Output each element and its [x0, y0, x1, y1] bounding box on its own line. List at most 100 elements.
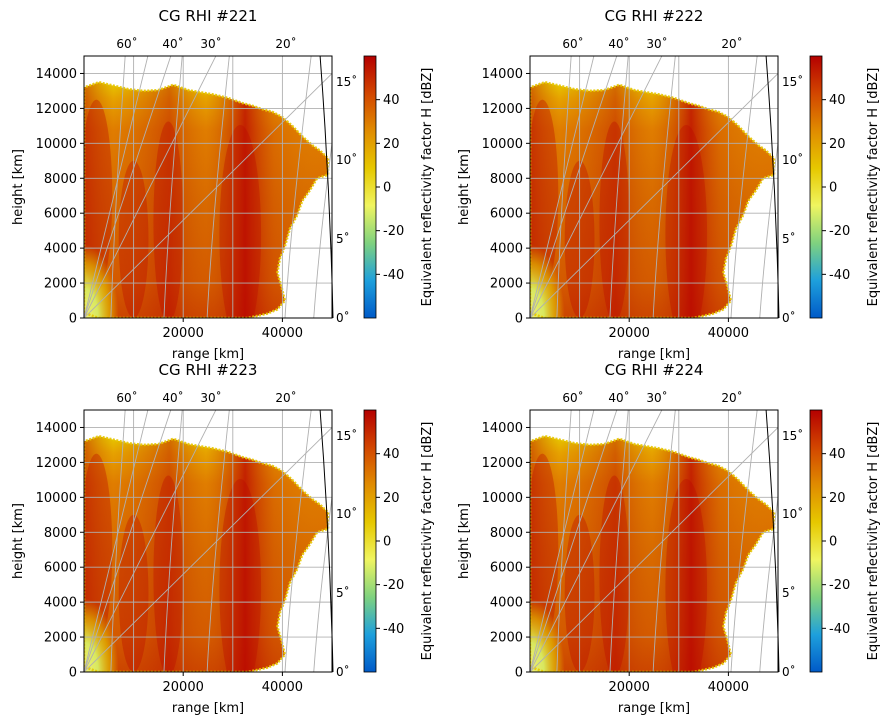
x-tick-label: 20000: [609, 326, 650, 341]
azimuth-label: 60˚: [562, 36, 583, 51]
colorbar: [363, 55, 377, 319]
x-axis-label: range [km]: [172, 347, 244, 362]
azimuth-label: 20˚: [275, 36, 296, 51]
colorbar-tick-label: -40: [383, 268, 404, 283]
colorbar-tick-label: 40: [829, 447, 846, 462]
azimuth-arc: [652, 410, 676, 672]
azimuth-arc: [206, 410, 230, 672]
grid-lines: [84, 410, 332, 672]
y-tick-label: 2000: [490, 277, 523, 292]
y-tick-label: 0: [515, 312, 523, 327]
y-tick-label: 12000: [36, 456, 77, 471]
azimuth-arc: [206, 56, 230, 318]
azimuth-label: 20˚: [721, 390, 742, 405]
x-tick-label: 40000: [262, 680, 303, 695]
azimuth-label: 60˚: [116, 36, 137, 51]
y-tick-label: 12000: [482, 102, 523, 117]
y-tick-label: 14000: [36, 421, 77, 436]
y-tick-label: 0: [515, 666, 523, 681]
elevation-label: 0˚: [336, 664, 350, 679]
elevation-label: 5˚: [782, 585, 796, 600]
echo-core: [530, 82, 774, 318]
azimuth-label: 20˚: [721, 36, 742, 51]
elevation-ray: [530, 56, 663, 318]
echo-cell: [599, 475, 630, 672]
colorbar: [363, 409, 377, 673]
azimuth-arc: [730, 410, 758, 672]
colorbar-tick-label: 40: [829, 93, 846, 108]
elevation-label: 10˚: [336, 152, 357, 167]
x-tick-label: 20000: [163, 326, 204, 341]
azimuth-label: 40˚: [608, 36, 629, 51]
y-tick-label: 14000: [36, 67, 77, 82]
azimuth-arc: [730, 56, 758, 318]
azimuth-arc: [609, 410, 629, 672]
y-tick-label: 0: [69, 312, 77, 327]
elevation-label: 15˚: [782, 74, 803, 89]
colorbar-tick-label: 40: [383, 93, 400, 108]
y-tick-label: 0: [69, 666, 77, 681]
elevation-ray: [530, 410, 595, 672]
elevation-label: 0˚: [782, 664, 796, 679]
colorbar-label: Equivalent reflectivity factor H [dBZ]: [866, 422, 881, 661]
echo-edge: [530, 80, 776, 318]
y-tick-label: 14000: [482, 421, 523, 436]
y-tick-label: 6000: [490, 207, 523, 222]
rhi-panel: CG RHI #221 0 2000 4000 6000 8000 10000 12000 14…: [11, 7, 435, 362]
elevation-label: 15˚: [782, 428, 803, 443]
chart-title: CG RHI #223: [159, 361, 258, 379]
elevation-label: 0˚: [336, 310, 350, 325]
echo-cell: [84, 99, 113, 292]
elevation-label: 15˚: [336, 428, 357, 443]
echo-cell: [84, 453, 113, 646]
y-tick-label: 2000: [44, 277, 77, 292]
chart-title: CG RHI #221: [159, 7, 258, 25]
y-tick-label: 8000: [490, 526, 523, 541]
azimuth-arc: [110, 56, 126, 318]
y-tick-label: 8000: [44, 172, 77, 187]
y-tick-label: 2000: [490, 631, 523, 646]
y-tick-label: 4000: [490, 242, 523, 257]
colorbar-tick-label: 0: [383, 181, 391, 196]
azimuth-arc: [652, 56, 676, 318]
colorbar-tick-label: 20: [829, 137, 846, 152]
elevation-ray: [530, 410, 663, 672]
echo-edge: [530, 434, 776, 672]
colorbar-tick-label: 0: [829, 181, 837, 196]
azimuth-arc: [759, 139, 778, 318]
colorbar-tick-label: 40: [383, 447, 400, 462]
azimuth-arc: [609, 56, 629, 318]
azimuth-arc: [284, 410, 312, 672]
azimuth-label: 30˚: [200, 390, 221, 405]
colorbar: [809, 55, 823, 319]
x-tick-label: 40000: [708, 326, 749, 341]
x-tick-label: 40000: [262, 326, 303, 341]
y-tick-label: 10000: [36, 491, 77, 506]
azimuth-label: 60˚: [116, 390, 137, 405]
azimuth-arc: [556, 56, 572, 318]
y-tick-label: 4000: [44, 596, 77, 611]
plot-frame: [83, 55, 333, 319]
colorbar-tick-label: -20: [829, 578, 850, 593]
elevation-ray: [84, 56, 217, 318]
colorbar-tick-label: 20: [383, 491, 400, 506]
elevation-ray: [84, 72, 332, 318]
elevation-ray: [530, 56, 595, 318]
rhi-panel: CG RHI #222 0 2000 4000 6000 8000 10000 12000 14…: [457, 7, 881, 362]
y-tick-label: 4000: [490, 596, 523, 611]
rhi-panel: CG RHI #223 0 2000 4000 6000 8000 10000 12000 14…: [11, 361, 435, 716]
y-tick-label: 12000: [482, 456, 523, 471]
azimuth-label: 30˚: [646, 36, 667, 51]
echo-cell: [153, 121, 184, 318]
elevation-ray: [84, 410, 217, 672]
azimuth-arc: [313, 139, 332, 318]
azimuth-arc: [284, 56, 312, 318]
grid-lines: [84, 56, 332, 318]
y-tick-label: 6000: [44, 207, 77, 222]
plot-frame: [83, 409, 333, 673]
azimuth-arc: [110, 410, 126, 672]
colorbar: [809, 409, 823, 673]
elevation-ray: [84, 410, 149, 672]
azimuth-arc: [163, 410, 183, 672]
echo-cell: [530, 453, 559, 646]
